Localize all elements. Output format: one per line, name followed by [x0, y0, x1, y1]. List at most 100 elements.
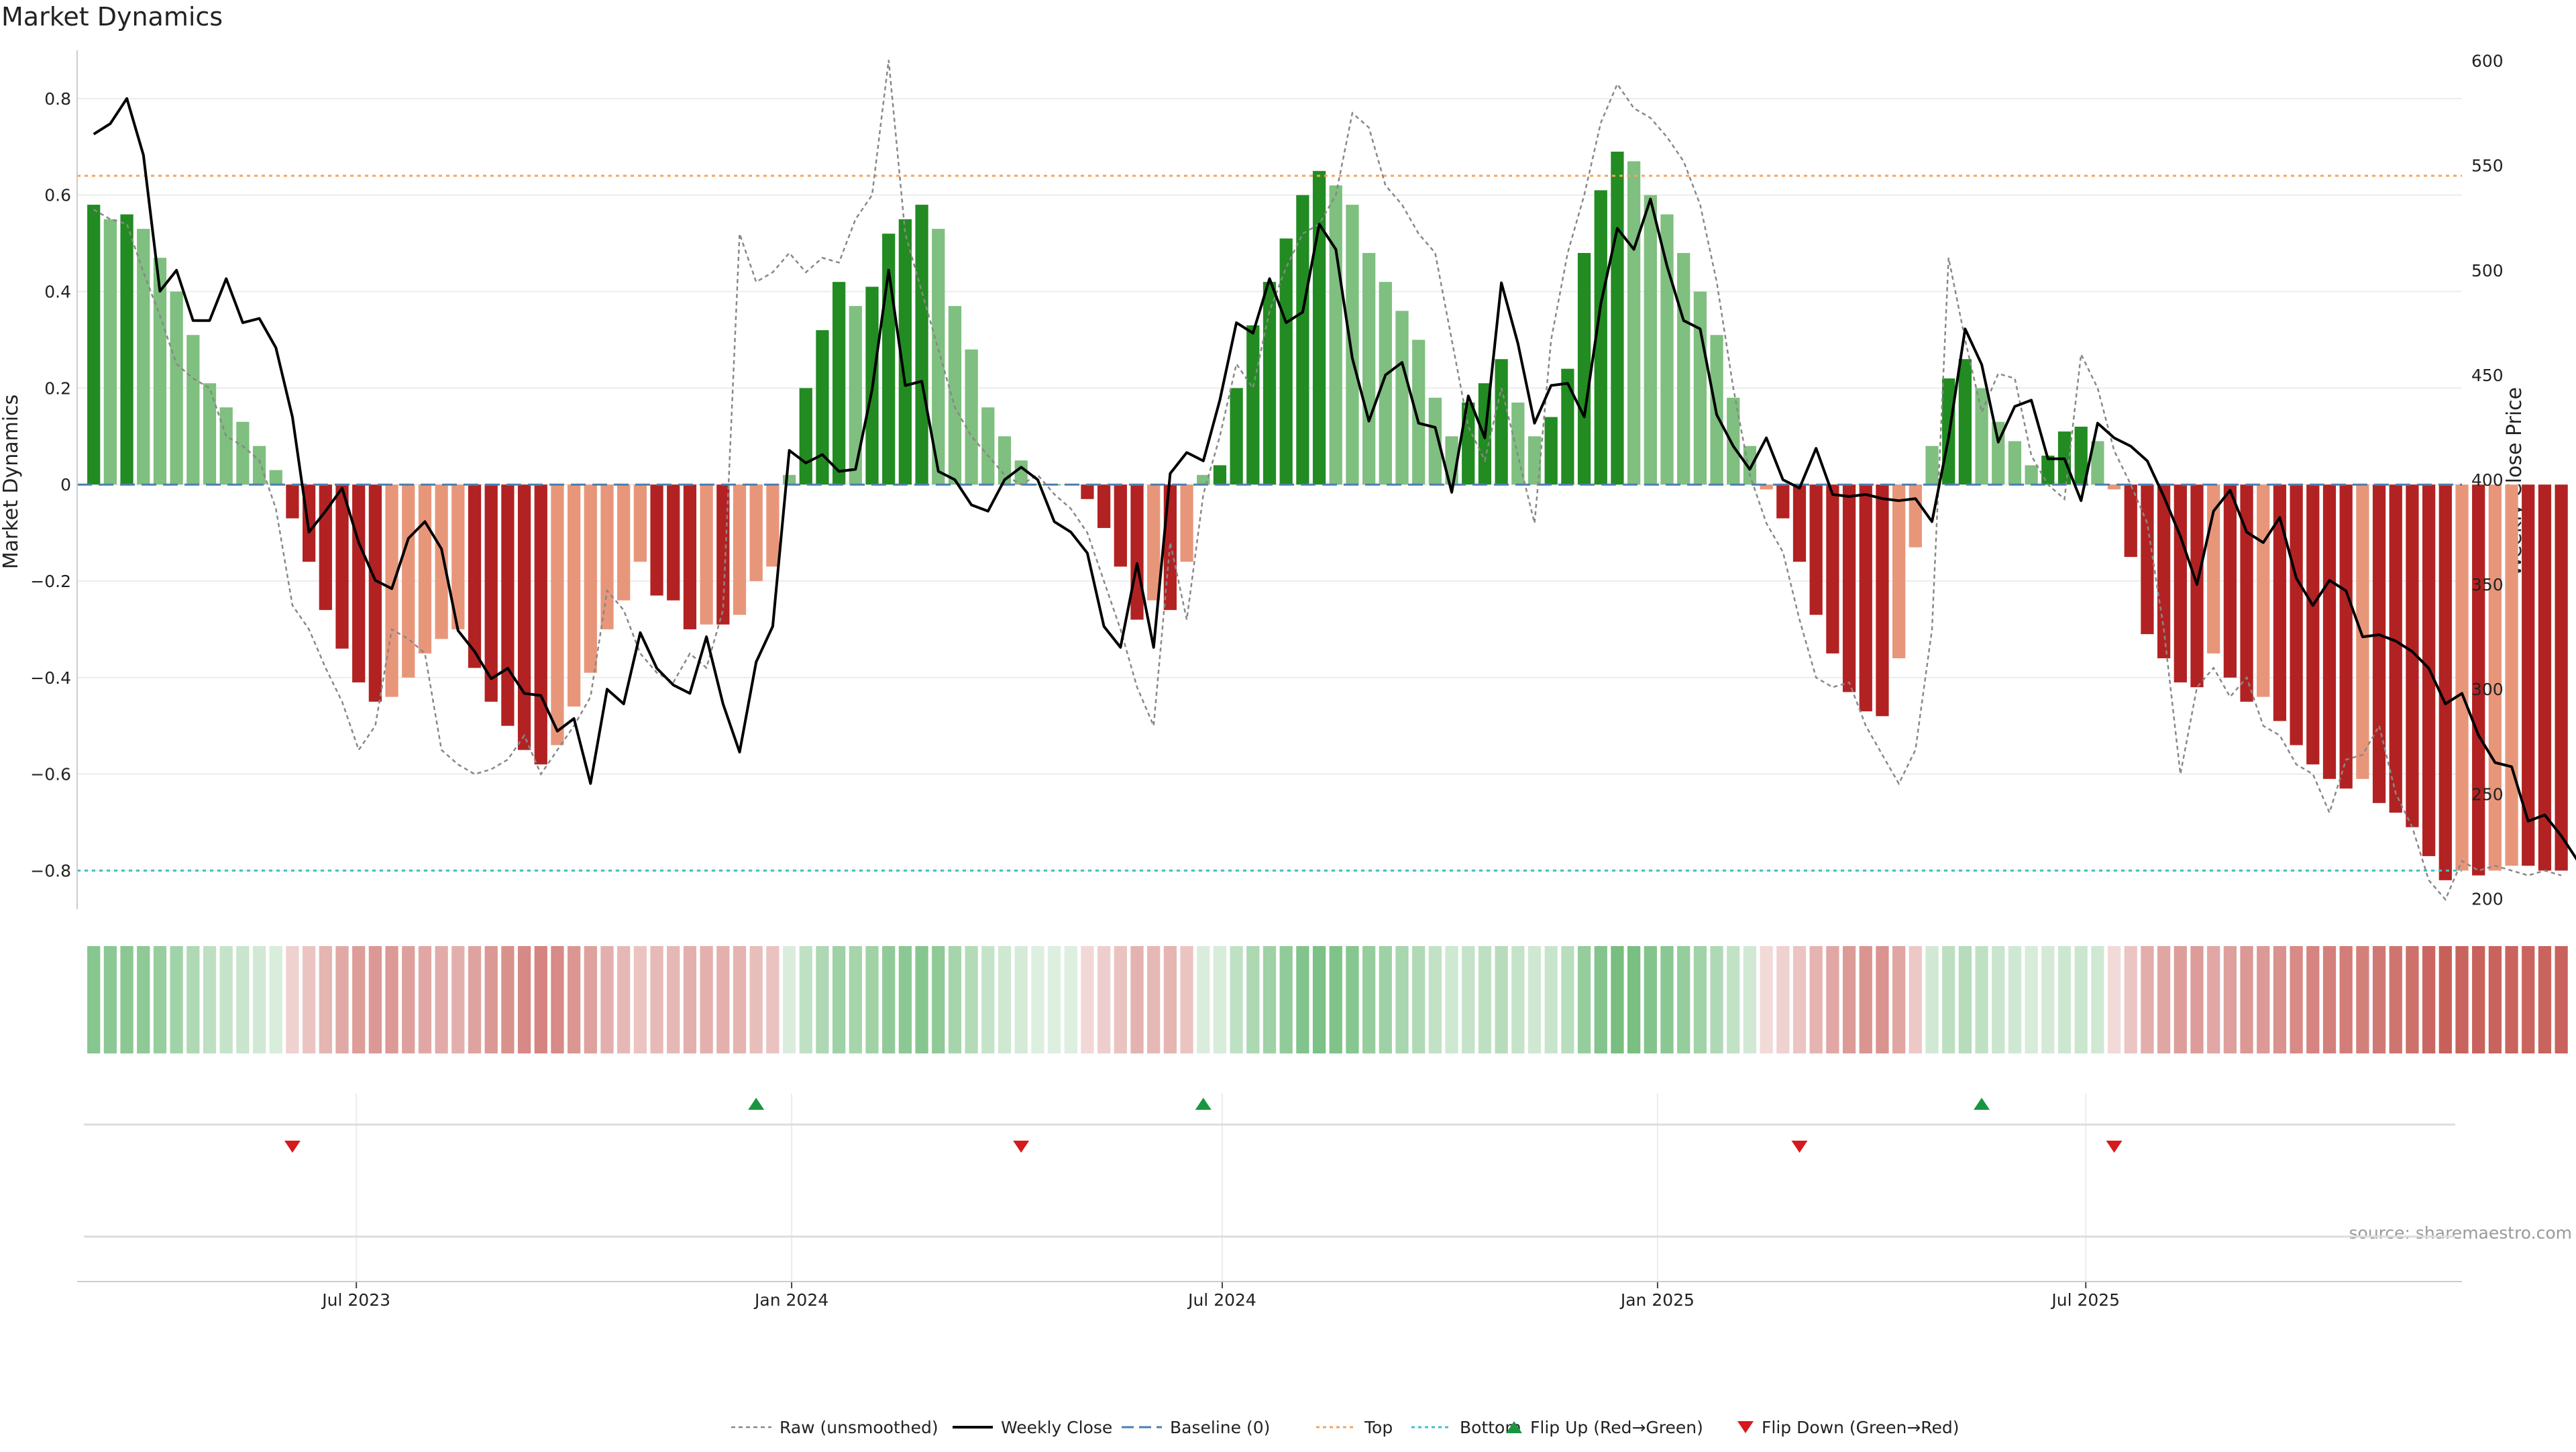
dynamics-bar — [2174, 484, 2187, 683]
dynamics-bar — [2091, 441, 2104, 485]
dynamics-bar — [1743, 446, 1757, 485]
heat-cell — [302, 946, 316, 1053]
heat-cell — [1445, 946, 1458, 1053]
heat-cell — [468, 946, 482, 1053]
flip-up-marker — [748, 1098, 765, 1110]
heat-cell — [650, 946, 663, 1053]
heat-cell — [551, 946, 564, 1053]
flip-up-marker — [1974, 1098, 1990, 1110]
heat-cell — [170, 946, 183, 1053]
dynamics-bar — [1346, 205, 1359, 485]
y2-tick-label: 350 — [2471, 575, 2504, 594]
heat-cell — [1329, 946, 1342, 1053]
dynamics-bar — [2322, 484, 2337, 779]
x-tick-label: Jul 2024 — [1187, 1290, 1256, 1310]
dynamics-bar — [1776, 484, 1790, 519]
heat-cell — [1942, 946, 1955, 1053]
dynamics-bar — [932, 229, 945, 485]
dynamics-bar — [2025, 465, 2038, 485]
heat-cell — [2107, 946, 2121, 1053]
heat-cell — [1462, 946, 1475, 1053]
heat-cell — [2273, 946, 2287, 1053]
dynamics-bar — [1329, 185, 1342, 485]
dynamics-bar — [120, 214, 133, 485]
x-tick-label: Jul 2023 — [321, 1290, 390, 1310]
dynamics-bar — [87, 205, 101, 485]
y-tick-label: 0.4 — [44, 282, 71, 302]
heat-cell — [1031, 946, 1044, 1053]
dynamics-bar — [2472, 484, 2485, 876]
heat-cell — [1842, 946, 1856, 1053]
heat-cell — [1611, 946, 1624, 1053]
heat-cell — [849, 946, 862, 1053]
y2-tick-label: 200 — [2471, 889, 2504, 909]
dynamics-bar — [2273, 484, 2287, 721]
dynamics-bar — [1611, 152, 1624, 485]
heat-cell — [2538, 946, 2552, 1053]
dynamics-bar — [1958, 359, 1972, 485]
heat-cell — [1527, 946, 1542, 1053]
dynamics-bar — [749, 484, 763, 582]
heat-cell — [1975, 946, 1988, 1053]
heat-cell — [1495, 946, 1508, 1053]
legend-label: Baseline (0) — [1170, 1418, 1270, 1437]
dynamics-bar — [650, 484, 663, 596]
heat-cell — [2240, 946, 2253, 1053]
y-axis-label: Market Dynamics — [0, 395, 23, 570]
legend-label: Top — [1364, 1418, 1393, 1437]
dynamics-bar — [1809, 484, 1823, 615]
heat-cell — [2555, 946, 2568, 1053]
dynamics-bar — [1495, 359, 1508, 485]
heat-cell — [700, 946, 713, 1053]
dynamics-bar — [352, 484, 366, 683]
dynamics-bar — [1577, 253, 1591, 485]
heat-cell — [2438, 946, 2452, 1053]
dynamics-bar — [2008, 441, 2022, 485]
heat-cell — [683, 946, 697, 1053]
dynamics-bar — [2505, 484, 2518, 866]
heat-cell — [600, 946, 614, 1053]
dynamics-bar — [551, 484, 564, 745]
dynamics-bar — [1031, 484, 1044, 486]
heat-cell — [1594, 946, 1607, 1053]
heat-cell — [1826, 946, 1839, 1053]
dynamics-bar — [1660, 214, 1674, 485]
heat-cell — [1097, 946, 1111, 1053]
x-tick-label: Jul 2025 — [2050, 1290, 2120, 1310]
heat-cell — [517, 946, 531, 1053]
dynamics-bar — [2223, 484, 2237, 678]
dynamics-bar — [468, 484, 482, 668]
dynamics-bar — [286, 484, 299, 519]
heat-cell — [1992, 946, 2005, 1053]
y-tick-label: 0.2 — [44, 378, 71, 398]
dynamics-bar — [1412, 340, 1426, 485]
dynamics-bar — [219, 407, 233, 485]
flip-down-marker — [1013, 1141, 1030, 1153]
heat-cell — [782, 946, 796, 1053]
dynamics-bar — [799, 388, 812, 485]
heat-cell — [617, 946, 631, 1053]
dynamics-bar — [1594, 190, 1607, 485]
dynamics-bar — [269, 470, 282, 485]
dynamics-bar — [1097, 484, 1111, 528]
dynamics-bar — [1147, 484, 1161, 601]
dynamics-bar — [2389, 484, 2402, 813]
heat-cell — [1047, 946, 1061, 1053]
dynamics-bar — [2339, 484, 2353, 789]
dynamics-bar — [965, 349, 978, 485]
dynamics-bar — [1114, 484, 1127, 567]
heat-cell — [1511, 946, 1525, 1053]
heat-cell — [1776, 946, 1790, 1053]
heat-cell — [120, 946, 133, 1053]
y2-tick-label: 250 — [2471, 784, 2504, 804]
heat-cell — [1230, 946, 1243, 1053]
heat-cell — [2505, 946, 2518, 1053]
legend-label: Weekly Close — [1001, 1418, 1112, 1437]
heat-cell — [2041, 946, 2055, 1053]
heat-cell — [2488, 946, 2502, 1053]
heat-cell — [2356, 946, 2369, 1053]
dynamics-bar — [716, 484, 730, 625]
heat-cell — [1014, 946, 1028, 1053]
heat-cell — [1760, 946, 1773, 1053]
